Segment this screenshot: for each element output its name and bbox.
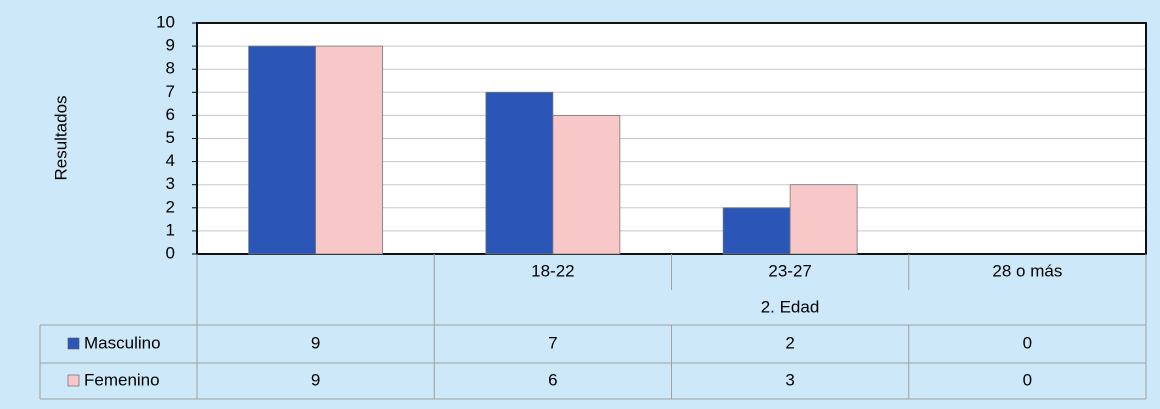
table-value: 9: [311, 370, 320, 389]
bar: [722, 207, 791, 255]
y-tick-label: 7: [166, 82, 175, 101]
y-tick-label: 0: [166, 243, 175, 262]
x-tick-label: 23-27: [768, 261, 811, 280]
y-tick-label: 10: [156, 12, 175, 31]
table-value: 3: [785, 370, 794, 389]
y-tick-label: 4: [166, 151, 175, 170]
y-tick-label: 9: [166, 36, 175, 55]
legend-key: [67, 337, 80, 350]
x-tick-label: 28 o más: [992, 261, 1062, 280]
legend-label: Masculino: [84, 333, 161, 352]
bar: [789, 184, 858, 255]
x-axis-title: 2. Edad: [761, 297, 820, 316]
table-value: 0: [1023, 370, 1032, 389]
table-value: 2: [785, 333, 794, 352]
y-tick-label: 5: [166, 128, 175, 147]
bar: [315, 45, 384, 255]
legend-label: Femenino: [84, 370, 160, 389]
y-tick-label: 8: [166, 59, 175, 78]
table-value: 9: [311, 333, 320, 352]
x-tick-label: 18-22: [531, 261, 574, 280]
table-value: 0: [1023, 333, 1032, 352]
y-tick-label: 6: [166, 105, 175, 124]
table-value: 6: [548, 370, 557, 389]
bar: [248, 45, 317, 255]
y-axis-title: Resultados: [51, 95, 70, 180]
legend-key: [67, 374, 80, 387]
y-tick-label: 2: [166, 197, 175, 216]
y-tick-label: 1: [166, 220, 175, 239]
bar: [485, 91, 554, 255]
y-tick-label: 3: [166, 174, 175, 193]
bar: [552, 115, 621, 255]
table-value: 7: [548, 333, 557, 352]
